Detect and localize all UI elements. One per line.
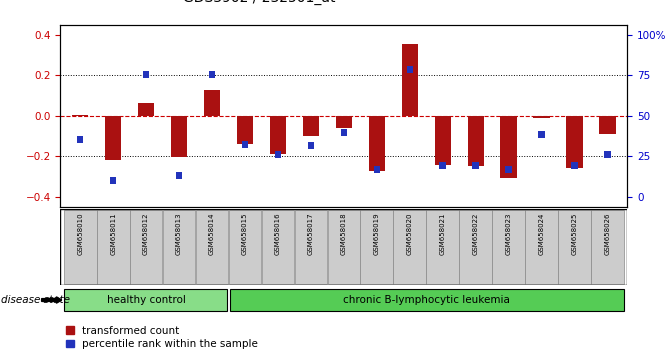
Bar	[110, 177, 117, 184]
Text: GSM658024: GSM658024	[539, 213, 545, 255]
Bar	[171, 116, 187, 158]
Bar	[605, 151, 611, 158]
Bar	[460, 210, 492, 284]
Text: GSM658010: GSM658010	[77, 213, 83, 255]
Bar	[468, 116, 484, 166]
Text: GSM658020: GSM658020	[407, 213, 413, 255]
Bar	[341, 129, 347, 136]
Bar	[196, 210, 228, 284]
Bar	[204, 90, 220, 116]
Bar	[501, 116, 517, 178]
Bar	[262, 210, 295, 284]
Text: GSM658015: GSM658015	[242, 213, 248, 255]
Text: healthy control: healthy control	[107, 295, 186, 305]
Bar	[242, 141, 248, 148]
Text: disease state: disease state	[1, 295, 70, 305]
Bar	[401, 44, 418, 116]
Bar	[435, 116, 451, 165]
Bar	[493, 210, 525, 284]
Text: GSM658017: GSM658017	[308, 213, 314, 255]
Bar	[138, 103, 154, 116]
Bar	[97, 210, 130, 284]
Bar	[374, 166, 380, 173]
Bar	[237, 116, 253, 144]
Bar	[393, 210, 426, 284]
Text: GSM658014: GSM658014	[209, 213, 215, 255]
Bar	[229, 210, 262, 284]
Bar	[525, 210, 558, 284]
Bar	[571, 162, 578, 169]
Bar	[176, 172, 183, 179]
Text: GSM658021: GSM658021	[440, 213, 446, 255]
Bar	[295, 210, 327, 284]
Bar	[538, 131, 545, 138]
Bar	[566, 116, 583, 167]
Bar	[162, 210, 195, 284]
Bar	[368, 116, 385, 171]
Bar	[440, 162, 446, 169]
Text: GSM658022: GSM658022	[473, 213, 478, 255]
Bar	[426, 210, 459, 284]
Text: GSM658018: GSM658018	[341, 213, 347, 255]
Bar	[209, 71, 215, 78]
Text: GSM658023: GSM658023	[506, 213, 512, 255]
Bar	[472, 162, 479, 169]
Bar	[270, 116, 287, 154]
Bar	[307, 142, 314, 149]
Bar	[591, 210, 624, 284]
Bar	[274, 151, 281, 158]
Text: chronic B-lymphocytic leukemia: chronic B-lymphocytic leukemia	[343, 295, 510, 305]
Bar	[303, 116, 319, 136]
Text: GSM658013: GSM658013	[176, 213, 182, 255]
Text: GSM658011: GSM658011	[110, 213, 116, 255]
Bar	[143, 71, 150, 78]
Text: GSM658019: GSM658019	[374, 213, 380, 255]
Bar	[505, 166, 512, 173]
Text: GDS3902 / 232501_at: GDS3902 / 232501_at	[183, 0, 335, 5]
Bar	[558, 210, 591, 284]
Bar	[77, 136, 83, 143]
Text: GSM658016: GSM658016	[275, 213, 281, 255]
Text: GSM658012: GSM658012	[143, 213, 149, 255]
Bar	[230, 289, 624, 311]
Bar	[336, 116, 352, 128]
Bar	[327, 210, 360, 284]
Bar	[360, 210, 393, 284]
Bar	[64, 210, 97, 284]
Bar	[599, 116, 616, 134]
Text: GSM658025: GSM658025	[572, 213, 578, 255]
Bar	[407, 66, 413, 73]
Bar	[64, 289, 227, 311]
Text: GSM658026: GSM658026	[605, 213, 611, 255]
Bar	[533, 116, 550, 118]
Bar	[105, 116, 121, 160]
Bar	[130, 210, 162, 284]
Bar	[72, 115, 89, 116]
Legend: transformed count, percentile rank within the sample: transformed count, percentile rank withi…	[66, 326, 258, 349]
